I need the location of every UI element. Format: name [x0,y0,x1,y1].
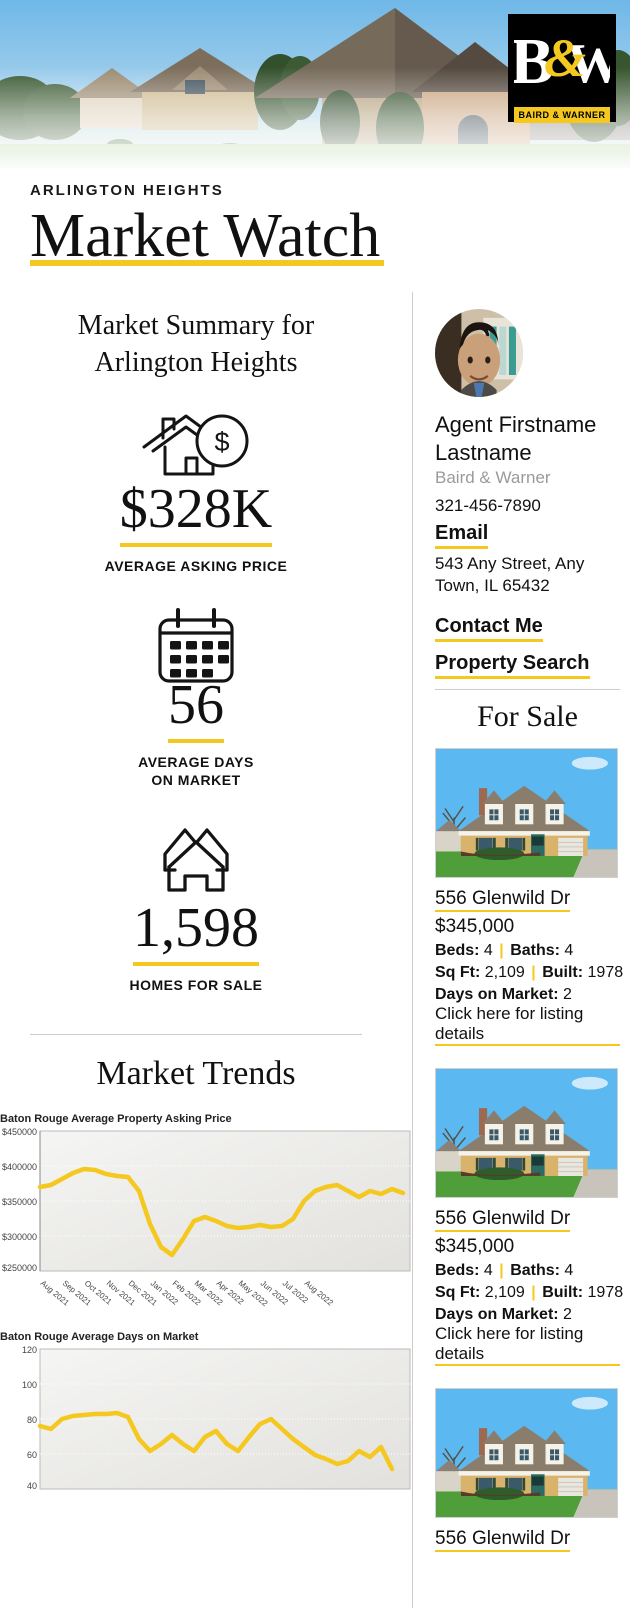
svg-text:$350000: $350000 [2,1197,37,1207]
svg-text:100: 100 [22,1380,37,1390]
svg-text:$400000: $400000 [2,1162,37,1172]
svg-text:$450000: $450000 [2,1127,37,1137]
svg-text:80: 80 [27,1415,37,1425]
svg-text:120: 120 [22,1345,37,1355]
svg-text:40: 40 [27,1481,37,1491]
svg-text:$300000: $300000 [2,1232,37,1242]
svg-text:$: $ [214,427,229,457]
svg-text:&: & [544,28,586,88]
svg-text:Aug 2022: Aug 2022 [303,1278,335,1307]
svg-text:60: 60 [27,1450,37,1460]
svg-text:$250000: $250000 [2,1263,37,1273]
